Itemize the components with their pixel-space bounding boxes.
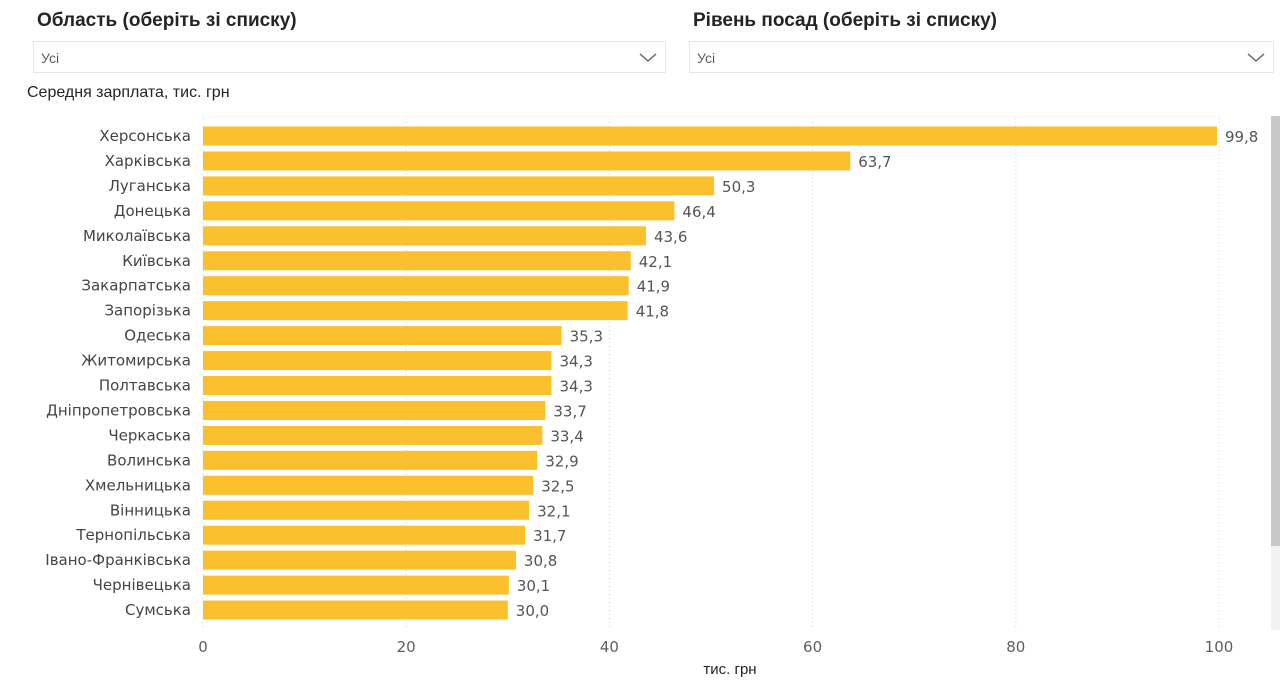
data-label: 30,8 [524,552,557,570]
y-tick-label: Харківська [105,152,191,170]
data-label: 34,3 [559,353,592,371]
y-tick-label: Черкаська [108,426,191,444]
x-tick-label: 0 [198,638,208,656]
data-label: 32,5 [541,477,574,495]
scrollbar-thumb[interactable] [1271,116,1280,546]
bar [203,226,646,246]
y-tick-label: Одеська [124,327,191,345]
data-label: 50,3 [722,178,755,196]
position-select[interactable]: Усі [689,41,1274,73]
y-tick-label: Херсонська [99,127,191,145]
bar [203,126,1217,146]
bar-chart: 0 20 40 60 80 100 Херсонська 99,8 Харківська 63,7… [45,118,1258,678]
y-tick-label: Івано-Франківська [45,551,191,569]
data-label: 42,1 [639,253,672,271]
y-tick-label: Дніпропетровська [46,401,191,419]
y-tick-label: Волинська [107,451,191,469]
y-tick-label: Хмельницька [85,476,191,494]
data-label: 41,9 [637,278,670,296]
y-tick-label: Чернівецька [93,576,191,594]
x-axis-label: тис. грн [703,661,756,678]
bar [203,251,631,271]
y-tick-label: Київська [122,252,191,270]
data-label: 99,8 [1225,128,1258,146]
bar [203,600,508,620]
bar [203,276,629,296]
chevron-down-icon [639,53,657,62]
bar [203,376,552,395]
chart-title: Середня зарплата, тис. грн [27,84,230,101]
bar [203,500,530,520]
y-tick-label: Запорізька [104,302,191,320]
data-label: 35,3 [570,328,603,346]
position-filter-title: Рівень посад (оберіть зі списку) [693,10,997,31]
x-tick-label: 80 [1006,638,1025,656]
bar [203,201,675,221]
bar [203,450,538,470]
bar [203,351,552,371]
y-tick-label: Луганська [109,177,191,195]
x-tick-label: 60 [803,638,822,656]
region-select-value: Усі [41,50,60,66]
y-tick-label: Закарпатська [81,277,191,295]
data-label: 31,7 [533,527,566,545]
data-label: 32,9 [545,452,578,470]
region-select[interactable]: Усі [33,41,666,73]
data-label: 34,3 [559,378,592,396]
bar [203,176,715,196]
y-tick-label: Вінницька [110,501,191,519]
y-tick-label: Миколаївська [83,227,191,245]
bar [203,400,546,420]
data-label: 46,4 [682,203,715,221]
y-tick-label: Полтавська [99,377,191,395]
data-label: 63,7 [858,153,891,171]
data-label: 33,7 [553,402,586,420]
bar [203,151,851,171]
bar [203,525,526,545]
region-filter-title: Область (оберіть зі списку) [37,10,297,31]
data-label: 30,0 [516,602,549,620]
y-tick-label: Сумська [125,601,191,619]
bar [203,575,509,595]
x-tick-label: 100 [1205,638,1234,656]
bar [203,475,534,495]
data-label: 43,6 [654,228,687,246]
data-label: 32,1 [537,502,570,520]
chevron-down-icon [1247,53,1265,62]
bar [203,326,562,346]
data-label: 41,8 [636,303,669,321]
y-tick-label: Донецька [114,202,191,220]
data-label: 33,4 [550,427,583,445]
x-tick-label: 20 [397,638,416,656]
y-tick-label: Тернопільська [75,526,191,544]
x-tick-label: 40 [600,638,619,656]
bar [203,301,628,321]
data-label: 30,1 [517,577,550,595]
position-select-value: Усі [697,50,716,66]
y-tick-label: Житомирська [81,352,191,370]
bar [203,425,543,445]
bar [203,550,516,570]
